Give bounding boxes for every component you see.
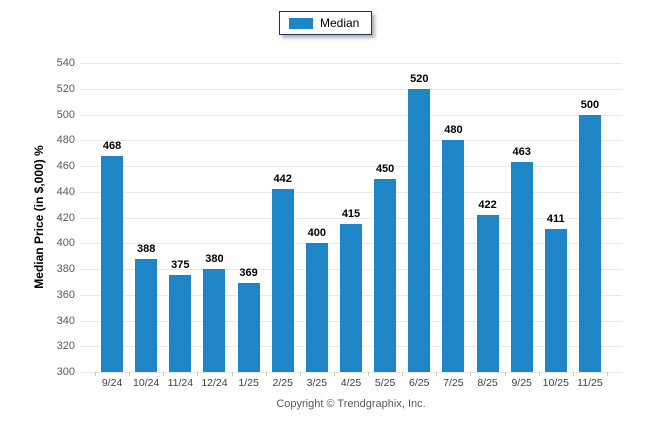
x-tick-label-5-25: 5/25	[374, 377, 396, 389]
legend-label-median: Median	[320, 16, 360, 30]
x-tick-label-9-24: 9/24	[101, 377, 123, 389]
x-axis-boundary-tick	[368, 372, 370, 376]
x-tick-label-9-25: 9/25	[511, 377, 532, 389]
bar-9-25	[510, 162, 533, 372]
x-axis-boundary-tick	[265, 372, 267, 376]
copyright-text: Copyright © Trendgraphix, Inc.	[276, 398, 426, 410]
x-axis-boundary-tick	[163, 372, 165, 376]
bar-10-25	[544, 229, 567, 372]
y-tick-label-380: 380	[56, 263, 75, 275]
bar-12-24	[203, 269, 226, 372]
y-tick-label-360: 360	[56, 288, 75, 301]
x-axis-boundary-tick	[197, 372, 199, 376]
x-axis-boundary-tick	[333, 372, 335, 376]
bar-value-label-1-25: 369	[239, 267, 258, 280]
x-tick-label-2-25: 2/25	[272, 377, 293, 389]
y-tick-label-440: 440	[56, 185, 75, 198]
gridline-420	[80, 217, 622, 219]
x-tick-label-12-24: 12/24	[201, 377, 228, 389]
bar-value-label-6-25: 520	[410, 72, 429, 85]
gridline-460	[80, 166, 622, 167]
y-tick-label-320: 320	[56, 340, 75, 353]
bar-value-label-8-25: 422	[478, 198, 497, 211]
bar-11-25	[578, 114, 601, 372]
legend: Median	[279, 11, 373, 35]
x-tick-label-10-24: 10/24	[133, 377, 160, 389]
x-axis-boundary-tick	[299, 372, 301, 376]
bar-value-label-9-24: 468	[102, 139, 122, 152]
bar-value-label-9-25: 463	[512, 146, 531, 159]
y-tick-label-480: 480	[56, 134, 75, 147]
x-axis-boundary-tick	[129, 372, 131, 376]
y-tick-label-340: 340	[56, 314, 75, 327]
y-tick-label-400: 400	[56, 237, 75, 250]
bar-value-label-11-25: 500	[580, 98, 600, 111]
x-axis-boundary-tick	[436, 372, 438, 376]
gridline-500	[80, 114, 622, 116]
bar-1-25	[237, 283, 260, 372]
x-axis-boundary-tick	[470, 372, 472, 376]
bar-8-25	[476, 214, 499, 372]
gridline-440	[80, 191, 622, 193]
y-tick-label-520: 520	[56, 82, 75, 95]
x-axis-boundary-tick	[607, 372, 608, 376]
x-tick-label-3-25: 3/25	[306, 377, 328, 389]
bar-value-label-4-25: 415	[341, 207, 361, 220]
x-axis-boundary-tick	[402, 372, 404, 376]
bar-4-25	[340, 223, 362, 372]
bar-value-label-12-24: 380	[205, 253, 224, 265]
bar-9-24	[101, 155, 124, 372]
bar-3-25	[305, 243, 328, 372]
bar-value-label-2-25: 442	[273, 173, 292, 186]
y-tick-label-500: 500	[56, 108, 75, 121]
gridline-480	[80, 140, 622, 142]
bar-11-24	[169, 275, 192, 372]
gridline-540	[80, 63, 622, 64]
bar-value-label-7-25: 480	[444, 124, 463, 137]
x-tick-label-7-25: 7/25	[443, 377, 464, 389]
x-tick-label-8-25: 8/25	[477, 377, 498, 389]
x-axis-boundary-tick	[231, 372, 233, 376]
x-tick-label-11-25: 11/25	[577, 377, 603, 389]
gridline-520	[80, 88, 622, 90]
bar-value-label-10-24: 388	[137, 242, 156, 255]
x-tick-label-1-25: 1/25	[238, 377, 259, 389]
bar-10-24	[135, 258, 158, 372]
bar-value-label-3-25: 400	[307, 227, 327, 240]
y-tick-label-460: 460	[56, 160, 75, 172]
y-tick-label-540: 540	[56, 57, 75, 69]
x-tick-label-4-25: 4/25	[340, 377, 362, 389]
bar-value-label-5-25: 450	[375, 162, 395, 175]
gridline-300	[80, 372, 622, 373]
x-axis-boundary-tick	[95, 372, 96, 376]
bar-2-25	[271, 189, 294, 372]
y-tick-label-300: 300	[56, 366, 75, 378]
x-axis-boundary-tick	[504, 372, 506, 376]
x-tick-label-6-25: 6/25	[409, 377, 430, 389]
legend-swatch-median	[289, 17, 313, 29]
x-tick-label-11-24: 11/24	[167, 377, 194, 389]
bar-7-25	[442, 140, 465, 372]
x-axis-boundary-tick	[572, 372, 574, 376]
plot-area: 468 388 375 380 369 442 400 415 450 520 480 422 463 4…	[80, 63, 622, 373]
y-tick-label-420: 420	[56, 211, 75, 224]
bar-value-label-10-25: 411	[546, 213, 565, 226]
bar-6-25	[408, 88, 431, 372]
bar-value-label-11-24: 375	[171, 259, 190, 272]
bar-5-25	[374, 178, 397, 372]
x-axis-boundary-tick	[538, 372, 540, 376]
x-tick-label-10-25: 10/25	[542, 377, 569, 389]
